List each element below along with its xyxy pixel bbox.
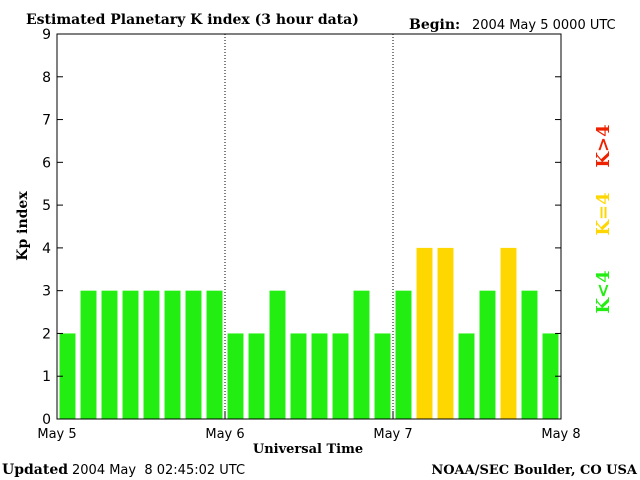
bars-group bbox=[59, 34, 559, 419]
kp-bar bbox=[542, 333, 559, 419]
updated-label: Updated bbox=[2, 462, 68, 478]
kp-bar bbox=[101, 290, 118, 419]
kp-bar bbox=[500, 247, 517, 419]
y-tick-label: 7 bbox=[42, 113, 51, 129]
kp-bar bbox=[395, 290, 412, 419]
y-tick-label: 9 bbox=[42, 27, 51, 43]
y-axis: 0 1 2 3 4 5 6 7 8 9 bbox=[42, 27, 561, 428]
chart-title: Estimated Planetary K index (3 hour data… bbox=[26, 12, 359, 28]
y-tick-label: 4 bbox=[42, 241, 51, 257]
kp-bar bbox=[290, 333, 307, 419]
kp-bar bbox=[122, 290, 139, 419]
y-tick-label: 6 bbox=[42, 155, 51, 171]
x-axis-title: Universal Time bbox=[253, 442, 363, 457]
kp-bar bbox=[416, 247, 433, 419]
y-tick-label: 2 bbox=[42, 326, 51, 342]
y-tick-label: 8 bbox=[42, 70, 51, 86]
updated-value: 2004 May 8 02:45:02 UTC bbox=[72, 463, 245, 478]
kp-bar bbox=[164, 290, 181, 419]
kp-bar bbox=[248, 333, 265, 419]
kp-bar bbox=[374, 333, 391, 419]
y-axis-title: Kp index bbox=[15, 191, 31, 261]
begin-value: 2004 May 5 0000 UTC bbox=[472, 18, 616, 33]
x-tick-label: May 8 bbox=[541, 427, 580, 442]
x-tick-label: May 5 bbox=[37, 427, 76, 442]
kp-bar bbox=[59, 333, 76, 419]
kp-bar bbox=[227, 333, 244, 419]
kp-bar bbox=[521, 290, 538, 419]
x-tick-label: May 6 bbox=[205, 427, 244, 442]
kp-bar bbox=[143, 290, 160, 419]
kp-bar bbox=[332, 333, 349, 419]
legend-item: K=4 bbox=[593, 192, 614, 235]
kp-bar bbox=[269, 290, 286, 419]
kp-bar bbox=[437, 247, 454, 419]
y-tick-label: 5 bbox=[42, 198, 51, 214]
credit-text: NOAA/SEC Boulder, CO USA bbox=[431, 463, 638, 478]
y-tick-label: 0 bbox=[42, 412, 51, 428]
kp-bar bbox=[185, 290, 202, 419]
kp-bar bbox=[479, 290, 496, 419]
x-tick-label: May 7 bbox=[373, 427, 412, 442]
kp-bar bbox=[206, 290, 223, 419]
kp-bar bbox=[311, 333, 328, 419]
kp-bar bbox=[80, 290, 97, 419]
legend: K<4 K=4 K>4 bbox=[593, 124, 614, 313]
y-tick-label: 1 bbox=[42, 369, 51, 385]
plot-frame bbox=[56, 33, 562, 420]
legend-item: K<4 bbox=[593, 270, 614, 313]
kp-bar bbox=[458, 333, 475, 419]
legend-item: K>4 bbox=[593, 124, 614, 167]
kp-bar bbox=[353, 290, 370, 419]
begin-label: Begin: bbox=[409, 17, 460, 33]
y-tick-label: 3 bbox=[42, 284, 51, 300]
x-axis: May 5 May 6 May 7 May 8 bbox=[37, 411, 581, 442]
